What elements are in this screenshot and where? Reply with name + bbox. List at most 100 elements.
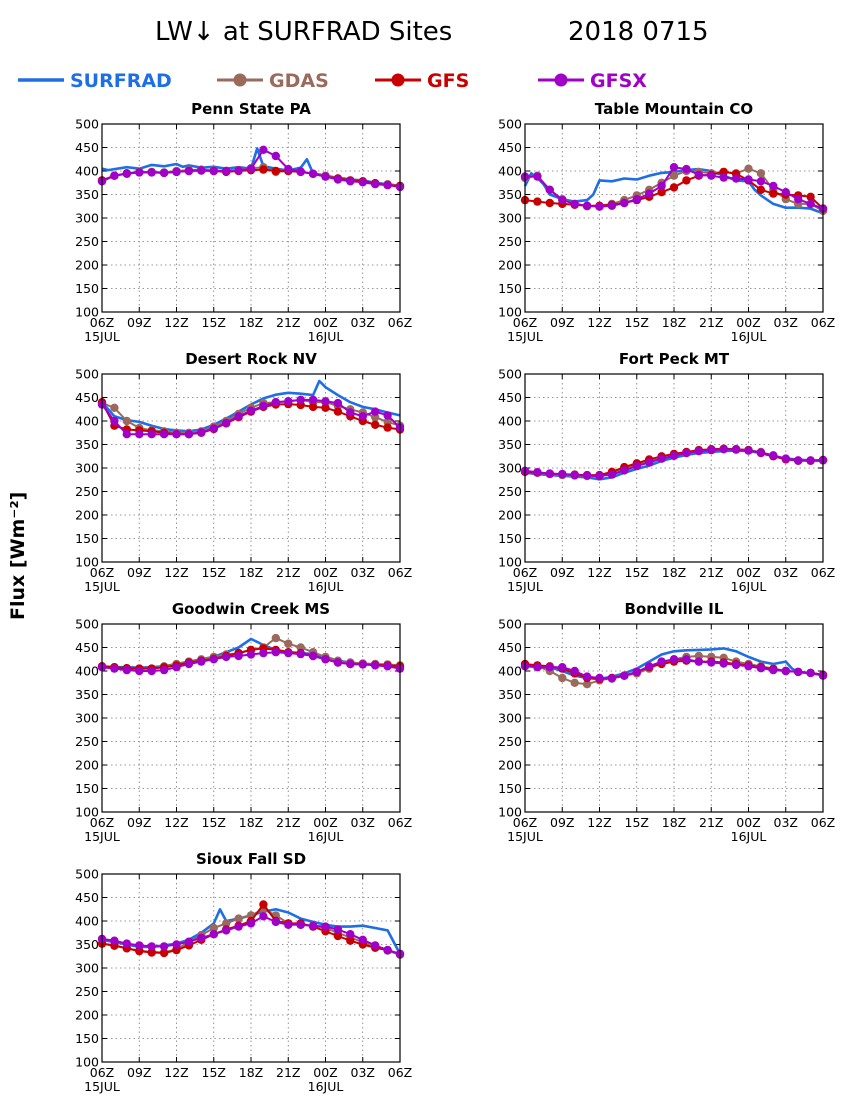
data-point-gfsx [607,470,617,479]
chart-panel-fort-peck-mt: Fort Peck MT 100 150 200 250 300 350 400 450 500 0… [498,350,835,594]
figure-title: LW↓ at SURFRAD Sites [155,17,452,47]
x-tick-label: 00Z [736,565,760,580]
data-point-gfsx [321,922,330,931]
data-point-gdas [110,403,119,412]
x-tick-label: 00Z [313,1065,337,1080]
data-point-gfsx [184,659,194,669]
data-point-gfsx [135,168,144,177]
y-tick-label: 100 [75,305,99,320]
data-point-gfsx [110,664,119,673]
data-point-gfs [147,948,156,957]
series-line-surfrad [101,379,401,433]
data-point-gdas [582,680,592,689]
y-tick-label: 250 [75,234,99,249]
date-label: 16JUL [308,1079,344,1094]
y-tick-label: 500 [498,617,522,632]
data-point-gfsx [669,451,679,460]
y-tick-label: 400 [498,664,522,679]
panel-title: Bondville IL [625,600,724,618]
y-tick-label: 300 [75,711,99,726]
date-label: 16JUL [731,329,767,344]
x-tick-label: 09Z [550,815,574,830]
data-point-gdas [122,416,131,426]
data-point-gfsx [645,189,654,198]
data-point-gfsx [545,185,554,194]
data-point-gfsx [159,168,169,178]
data-point-gdas [234,914,243,923]
x-tick-label: 09Z [127,315,151,330]
chart-panel-desert-rock-nv: Desert Rock NV 100 150 200 250 300 350 400 450 50… [75,350,412,594]
data-point-gfsx [620,466,629,475]
data-point-gfsx [296,167,305,176]
chart-panel-bondville-il: Bondville IL 100 150 200 250 300 350 400 450 500 0… [498,600,835,844]
data-point-gfsx [570,470,579,480]
y-tick-label: 100 [75,555,99,570]
y-tick-label: 450 [75,140,99,155]
data-point-gfsx [545,663,554,672]
x-tick-label: 15Z [202,1065,226,1080]
data-point-gfsx [607,201,617,210]
data-point-gfsx [308,169,318,178]
legend-label-gfsx: GFSX [590,70,647,92]
date-label: 16JUL [308,829,344,844]
chart-panel-sioux-fall-sd: Sioux Fall SD 100 150 200 250 300 350 400 450 500… [75,850,412,1094]
x-tick-label: 09Z [550,315,574,330]
data-point-gfsx [296,649,305,659]
x-tick-label: 21Z [699,815,723,830]
y-tick-label: 200 [75,258,99,273]
data-point-gfsx [781,454,790,463]
x-tick-label: 06Z [388,1065,412,1080]
x-tick-label: 18Z [239,315,263,330]
data-point-gfsx [358,178,367,187]
data-point-gfsx [147,168,156,177]
y-tick-label: 350 [75,687,99,702]
x-tick-label: 00Z [736,315,760,330]
x-tick-label: 21Z [276,565,300,580]
x-tick-label: 21Z [276,1065,300,1080]
data-point-gfsx [756,664,766,673]
y-tick-label: 250 [498,734,522,749]
x-tick-label: 12Z [587,565,611,580]
y-tick-label: 150 [75,1031,99,1046]
data-point-gfsx [234,412,243,421]
date-label: 15JUL [84,579,120,594]
data-point-gfsx [271,917,280,927]
data-point-gfsx [657,657,666,666]
data-point-gfsx [595,202,604,211]
data-point-gfsx [558,195,567,205]
y-tick-label: 300 [498,461,522,476]
y-tick-label: 450 [498,640,522,655]
data-point-gfsx [694,170,703,179]
y-tick-label: 150 [498,781,522,796]
y-tick-label: 350 [75,187,99,202]
y-tick-label: 450 [75,390,99,405]
data-point-gfsx [756,177,766,186]
date-label: 15JUL [84,1079,120,1094]
x-tick-label: 06Z [90,565,114,580]
y-tick-label: 150 [498,531,522,546]
data-point-gfsx [669,655,679,664]
data-point-gfsx [209,655,218,664]
data-point-gfs [333,931,343,941]
x-tick-label: 18Z [239,1065,263,1080]
data-point-gfsx [172,167,181,177]
data-point-gfsx [184,166,194,176]
plot-frame [101,873,401,1063]
data-point-gfsx [371,941,380,950]
data-point-gfsx [383,411,392,420]
x-tick-label: 15Z [625,815,649,830]
data-point-gfsx [533,172,542,181]
data-point-gfsx [172,663,181,672]
data-point-gfsx [719,659,728,668]
x-tick-label: 03Z [351,315,375,330]
data-point-gfsx [371,180,380,189]
date-label: 16JUL [731,829,767,844]
data-point-gfsx [707,171,716,180]
panel-title: Fort Peck MT [619,350,730,368]
y-tick-label: 300 [75,961,99,976]
data-point-gfsx [259,145,268,154]
data-point-gfsx [632,667,641,677]
y-tick-label: 400 [75,914,99,929]
plot-frame [524,373,824,563]
